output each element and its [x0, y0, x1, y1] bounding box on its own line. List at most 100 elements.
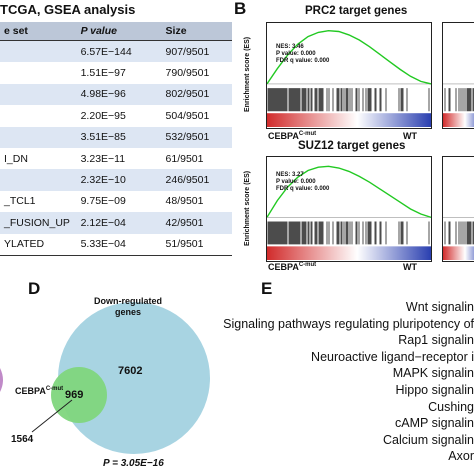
- gsea-plot-partial-2: [442, 156, 474, 262]
- p-value-cell: 5.33E−04: [76, 233, 162, 256]
- venn-small-label: CEBPAC-mut: [15, 386, 63, 396]
- gsea-table: e set P value Size 6.57E−144 907/9501 1.51…: [0, 22, 232, 256]
- size-cell: 246/9501: [161, 169, 232, 191]
- p-value-cell: 6.57E−144: [76, 40, 162, 63]
- nes-text-prc2: NES: 3.46: [276, 44, 304, 50]
- table-header-row: e set P value Size: [0, 22, 232, 41]
- rank-gradient-bar: [267, 113, 431, 127]
- panel-d-label: D: [28, 279, 41, 298]
- size-cell: 51/9501: [161, 233, 232, 256]
- panel-b-label: B: [234, 0, 247, 18]
- venn-overlap-count: 969: [65, 389, 84, 401]
- venn-small-label-text: CEBPA: [15, 386, 46, 396]
- size-cell: 48/9501: [161, 190, 232, 213]
- pval-text-suz12: P value: 0.000: [276, 179, 316, 185]
- venn-small-label-sup: C-mut: [45, 386, 64, 392]
- gsea-chart-partial-1: [443, 83, 474, 127]
- pathway-item: cAMP signalin: [395, 416, 474, 431]
- table-row: 1.51E−97 790/9501: [0, 62, 232, 84]
- venn-big-count: 7602: [118, 365, 143, 377]
- left-group-text-2: CEBPA: [268, 262, 299, 272]
- gsea-chart-suz12: [266, 165, 432, 260]
- gsea-plot-prc2: [266, 22, 432, 129]
- p-value-cell: 2.12E−04: [76, 212, 162, 234]
- pathway-item: Cushing: [428, 399, 474, 414]
- gsea-stats-suz12: NES: 3.27 P value: 0.000 FDR q value: 0.…: [276, 172, 329, 193]
- table-row: 3.51E−85 532/9501: [0, 126, 232, 148]
- gene-set-cell: [0, 105, 77, 127]
- size-header: Size: [161, 22, 232, 41]
- fdr-text-suz12: FDR q value: 0.000: [276, 186, 330, 192]
- size-cell: 790/9501: [161, 62, 232, 84]
- nes-text-suz12: NES: 3.27: [276, 172, 304, 178]
- gsea-stats-prc2: NES: 3.46 P value: 0.000 FDR q value: 0.…: [276, 44, 329, 65]
- pathway-item: Hippo signalin: [395, 383, 474, 397]
- es-curve: [266, 165, 432, 218]
- gene-set-cell: YLATED: [0, 233, 77, 256]
- pathway-item: Neuroactive ligand−receptor i: [311, 349, 474, 364]
- table-row: 6.57E−144 907/9501: [0, 40, 232, 63]
- size-cell: 504/9501: [161, 105, 232, 127]
- panel-e-label: E: [261, 279, 273, 298]
- table-row: I_DN 3.23E−11 61/9501: [0, 147, 232, 170]
- rank-gradient-bar: [443, 246, 474, 260]
- p-value-cell: 9.75E−09: [76, 190, 162, 213]
- table-row: _FUSION_UP 2.12E−04 42/9501: [0, 212, 232, 234]
- venn-pointer-line: [31, 399, 73, 433]
- left-group-sup-2: C-mut: [298, 262, 317, 268]
- gsea-chart-prc2: [266, 29, 432, 127]
- p-value-cell: 4.98E−96: [76, 83, 162, 106]
- venn-big-label: Down-regulated genes: [94, 296, 163, 317]
- size-cell: 532/9501: [161, 126, 232, 148]
- gsea-title-prc2: PRC2 target genes: [305, 5, 408, 17]
- gene-set-cell: _TCL1: [0, 190, 77, 213]
- venn-small-count: 1564: [11, 434, 34, 445]
- es-curve: [266, 29, 432, 85]
- left-group-text: CEBPA: [268, 131, 299, 141]
- size-cell: 907/9501: [161, 40, 232, 63]
- venn-edge-fragment: [0, 368, 3, 392]
- gene-set-cell: [0, 83, 77, 106]
- pval-text-prc2: P value: 0.000: [276, 51, 316, 57]
- gene-set-cell: [0, 40, 77, 63]
- table-title: TCGA, GSEA analysis: [0, 2, 136, 17]
- pathway-item: Signaling pathways regulating pluripoten…: [223, 316, 474, 331]
- left-group-label-1: CEBPAC-mut: [268, 131, 316, 141]
- gene-set-cell: [0, 126, 77, 148]
- gsea-ylabel-suz12: Enrichment score (ES): [244, 170, 251, 246]
- p-value-cell: 1.51E−97: [76, 62, 162, 84]
- gene-set-header: e set: [0, 22, 77, 41]
- venn-circle-cebpa: [51, 367, 107, 423]
- venn-pvalue: P = 3.05E−16: [103, 458, 164, 469]
- venn-diagram: [0, 302, 210, 454]
- gene-set-cell: _FUSION_UP: [0, 212, 77, 234]
- pathway-list: Wnt signalin Signaling pathways regulatin…: [223, 300, 474, 470]
- rank-gradient-bar: [267, 246, 431, 260]
- pathway-item: Rap1 signalin: [398, 333, 474, 348]
- rank-gradient-bar: [443, 113, 474, 127]
- table-row: _TCL1 9.75E−09 48/9501: [0, 190, 232, 213]
- table-row: 2.32E−10 246/9501: [0, 169, 232, 191]
- left-group-sup: C-mut: [298, 131, 317, 137]
- gsea-plot-suz12: [266, 156, 432, 262]
- gene-set-cell: [0, 169, 77, 191]
- p-value-cell: 3.23E−11: [76, 147, 162, 170]
- p-value-cell: 2.20E−95: [76, 105, 162, 127]
- gsea-chart-partial-2: [443, 217, 474, 260]
- size-cell: 42/9501: [161, 212, 232, 234]
- pathway-item: Wnt signalin: [405, 300, 474, 314]
- gene-set-cell: [0, 62, 77, 84]
- fdr-text-prc2: FDR q value: 0.000: [276, 58, 330, 64]
- table-row: 2.20E−95 504/9501: [0, 105, 232, 127]
- p-value-cell: 2.32E−10: [76, 169, 162, 191]
- gene-set-cell: I_DN: [0, 147, 77, 170]
- left-group-label-2: CEBPAC-mut: [268, 262, 316, 272]
- right-group-label-1: WT: [403, 131, 417, 141]
- pathway-item: MAPK signalin: [392, 366, 474, 381]
- size-cell: 802/9501: [161, 83, 232, 106]
- gsea-title-suz12: SUZ12 target genes: [298, 140, 406, 152]
- right-group-label-2: WT: [403, 262, 417, 272]
- table-row: 4.98E−96 802/9501: [0, 83, 232, 106]
- gsea-plot-partial-1: [442, 22, 474, 129]
- pathway-item: Calcium signalin: [382, 432, 474, 447]
